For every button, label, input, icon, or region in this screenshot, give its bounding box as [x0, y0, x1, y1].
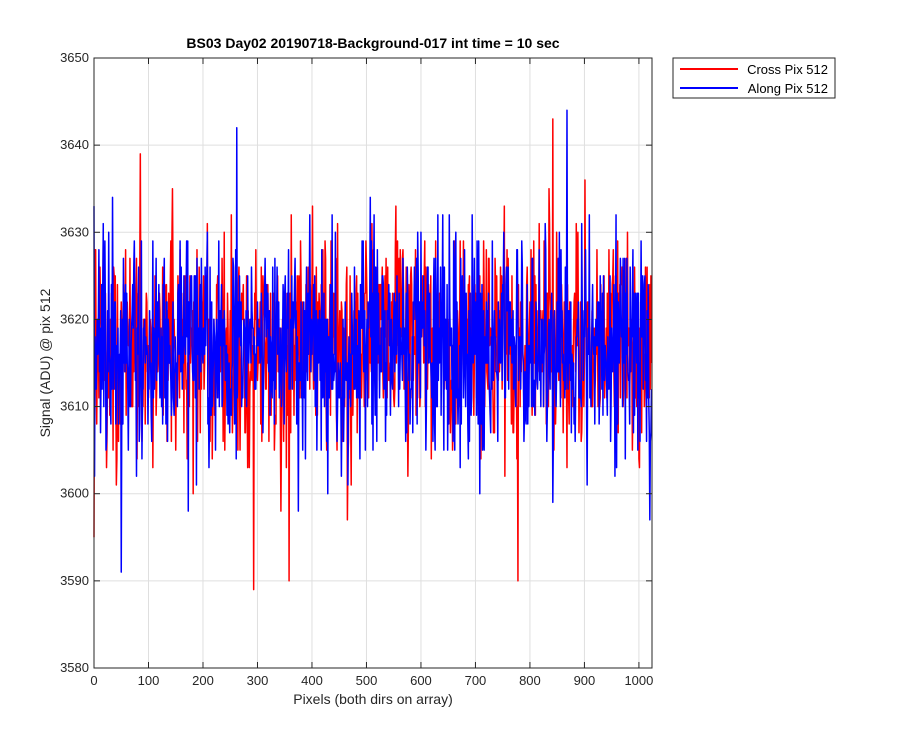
legend-box [672, 57, 836, 99]
series-line-along [93, 109, 653, 573]
legend-label-cross: Cross Pix 512 [747, 62, 828, 77]
legend-label-along: Along Pix 512 [748, 81, 828, 96]
y-tick-label: 3620 [60, 311, 89, 326]
x-tick-label: 500 [356, 673, 378, 688]
axis-ticks: 0 100 200 300 400 500 600 700 800 900 1000 3580 3590… [60, 50, 653, 688]
y-tick-label: 3580 [60, 660, 89, 675]
x-tick-label: 1000 [624, 673, 653, 688]
x-tick-label: 300 [247, 673, 269, 688]
chart-title: BS03 Day02 20190718-Background-017 int t… [186, 35, 559, 51]
x-tick-label: 400 [301, 673, 323, 688]
series-layer [93, 109, 653, 591]
x-tick-label: 0 [90, 673, 97, 688]
y-tick-label: 3630 [60, 224, 89, 239]
y-axis-label: Signal (ADU) @ pix 512 [37, 288, 53, 437]
x-tick-label: 800 [519, 673, 541, 688]
plot-frame [93, 57, 653, 669]
x-tick-label: 100 [138, 673, 160, 688]
y-tick-label: 3640 [60, 137, 89, 152]
x-tick-label: 900 [574, 673, 596, 688]
legend: Cross Pix 512 Along Pix 512 [672, 57, 836, 99]
x-tick-label: 700 [465, 673, 487, 688]
x-axis-label: Pixels (both dirs on array) [293, 691, 453, 707]
y-tick-label: 3650 [60, 50, 89, 65]
x-tick-label: 600 [410, 673, 432, 688]
x-tick-label: 200 [192, 673, 214, 688]
y-tick-label: 3610 [60, 399, 89, 414]
y-tick-label: 3600 [60, 486, 89, 501]
y-tick-label: 3590 [60, 573, 89, 588]
